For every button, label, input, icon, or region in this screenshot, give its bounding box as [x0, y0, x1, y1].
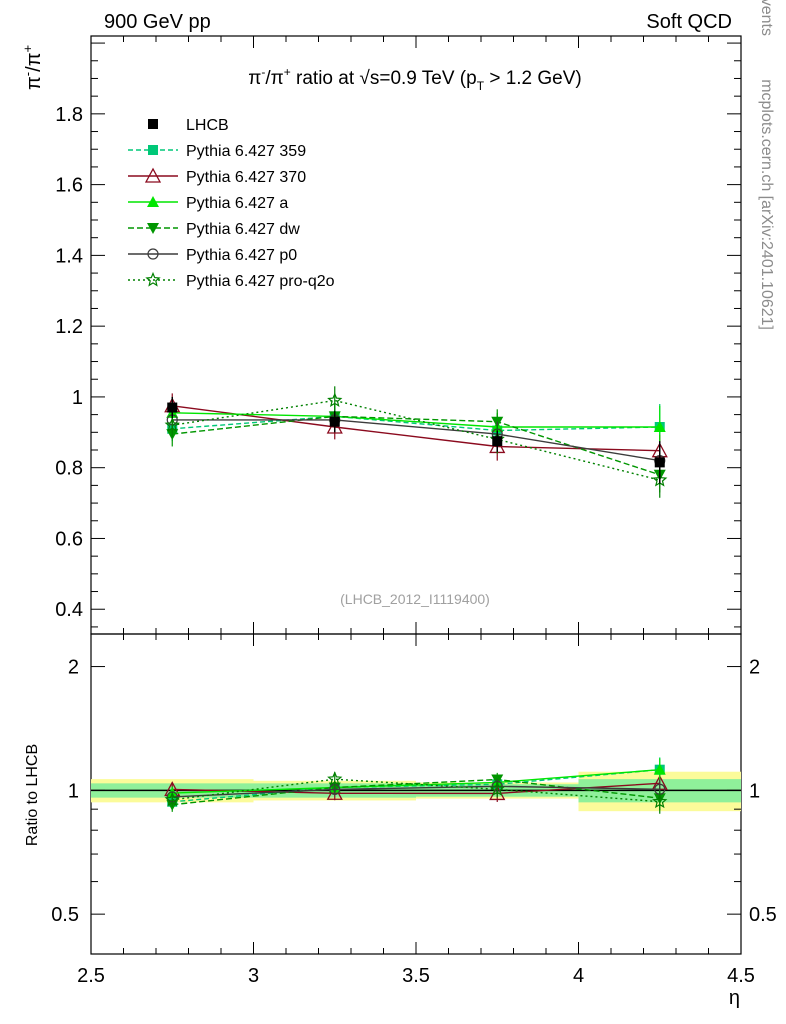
legend-item-p370: Pythia 6.427 370	[128, 167, 306, 186]
data-series	[164, 386, 668, 814]
y-tick-label: 1.4	[55, 245, 83, 267]
series-line-pa	[172, 412, 660, 428]
ratio-point-pq2o	[327, 771, 343, 786]
ratio-y-tick-label-right: 0.5	[749, 904, 777, 926]
series-line-pp0	[172, 419, 660, 462]
axis-ticks: 2.5 3 3.5 4 4.5 0.4 0.6 0.8 1 1.2 1.4 1.6 1.8 0.5 0.5 1…	[51, 36, 777, 987]
y-tick-label: 0.4	[55, 599, 83, 621]
mcplots-label: mcplots.cern.ch [arXiv:2401.10621]	[758, 79, 775, 330]
ratio-y-tick-label-left: 0.5	[51, 904, 79, 926]
legend: LHCB Pythia 6.427 359 Pythia 6.427 370 Pyth…	[128, 117, 335, 290]
legend-label-p370: Pythia 6.427 370	[186, 169, 306, 186]
x-tick-label: 4	[573, 965, 584, 987]
ratio-line-pq2o	[172, 778, 660, 803]
ratio-y-tick-label-right: 1	[749, 780, 760, 802]
x-tick-label: 2.5	[77, 965, 105, 987]
legend-marker-p359	[148, 145, 158, 155]
legend-item-pa: Pythia 6.427 a	[128, 195, 288, 212]
legend-marker-p370	[144, 167, 162, 183]
legend-label-p359: Pythia 6.427 359	[186, 143, 306, 160]
point-lhcb	[329, 416, 340, 427]
legend-marker-pdw	[147, 223, 159, 234]
point-lhcb	[167, 402, 178, 413]
ratio-y-tick-label-left: 2	[68, 657, 79, 679]
analysis-id-label: (LHCB_2012_I1119400)	[340, 591, 490, 607]
legend-marker-pp0	[147, 248, 159, 260]
point-pq2o	[164, 417, 180, 432]
y-tick-label: 1.6	[55, 175, 83, 197]
ratio-y-axis-label: Ratio to LHCB	[24, 744, 41, 846]
y-tick-label: 0.6	[55, 528, 83, 550]
series-line-p370	[172, 405, 660, 452]
x-tick-label: 3.5	[402, 965, 430, 987]
legend-item-p359: Pythia 6.427 359	[128, 143, 306, 160]
ratio-line-p359	[172, 769, 660, 803]
series-line-p359	[172, 415, 660, 432]
ratio-uncertainty-bands	[91, 771, 741, 812]
ratio-point-pa	[653, 763, 666, 775]
legend-item-pq2o: Pythia 6.427 pro-q2o	[128, 271, 335, 290]
point-lhcb	[492, 436, 503, 447]
legend-label-pq2o: Pythia 6.427 pro-q2o	[186, 273, 335, 290]
point-pa	[653, 421, 666, 432]
y-tick-label: 0.8	[55, 458, 83, 480]
legend-label-pdw: Pythia 6.427 dw	[186, 221, 300, 238]
x-axis-label: η	[729, 987, 740, 1009]
series-pdw	[166, 404, 666, 812]
legend-label-pp0: Pythia 6.427 p0	[186, 247, 297, 264]
legend-marker-pa	[147, 196, 159, 207]
series-lhcb	[167, 396, 665, 484]
legend-item-lhcb: LHCB	[148, 117, 229, 134]
chart-title: π-/π+ ratio at √s=0.9 TeV (pT > 1.2 GeV)	[248, 65, 582, 93]
ratio-y-tick-label-right: 2	[749, 657, 760, 679]
series-line-pq2o	[172, 399, 660, 481]
ratio-line-pp0	[172, 785, 660, 798]
header-right-label: Soft QCD	[646, 11, 732, 33]
point-lhcb	[654, 457, 665, 468]
x-tick-label: 3	[248, 965, 259, 987]
ratio-line-pdw	[172, 778, 660, 806]
point-pq2o	[327, 392, 343, 407]
legend-item-pdw: Pythia 6.427 dw	[128, 221, 300, 238]
y-axis-label: π-/π+	[20, 45, 45, 90]
ratio-point-pq2o	[164, 791, 180, 807]
y-tick-label: 1	[72, 387, 83, 409]
series-pq2o	[164, 386, 668, 814]
ratio-point-pq2o	[652, 793, 668, 809]
ratio-y-tick-label-left: 1	[68, 780, 79, 802]
x-tick-label: 4.5	[727, 965, 755, 987]
y-tick-label: 1.2	[55, 316, 83, 338]
header-left-label: 900 GeV pp	[104, 11, 211, 33]
legend-marker-pq2o	[145, 271, 161, 287]
series-line-pdw	[172, 415, 661, 476]
y-tick-label: 1.8	[55, 104, 83, 126]
ratio-point-pq2o	[489, 781, 505, 796]
legend-label-lhcb: LHCB	[186, 117, 229, 134]
legend-item-pp0: Pythia 6.427 p0	[128, 247, 297, 264]
legend-marker-lhcb	[148, 119, 158, 129]
legend-label-pa: Pythia 6.427 a	[186, 195, 288, 212]
rivet-version-label: Rivet 4.1.0, ≥ 100k events	[758, 0, 775, 36]
